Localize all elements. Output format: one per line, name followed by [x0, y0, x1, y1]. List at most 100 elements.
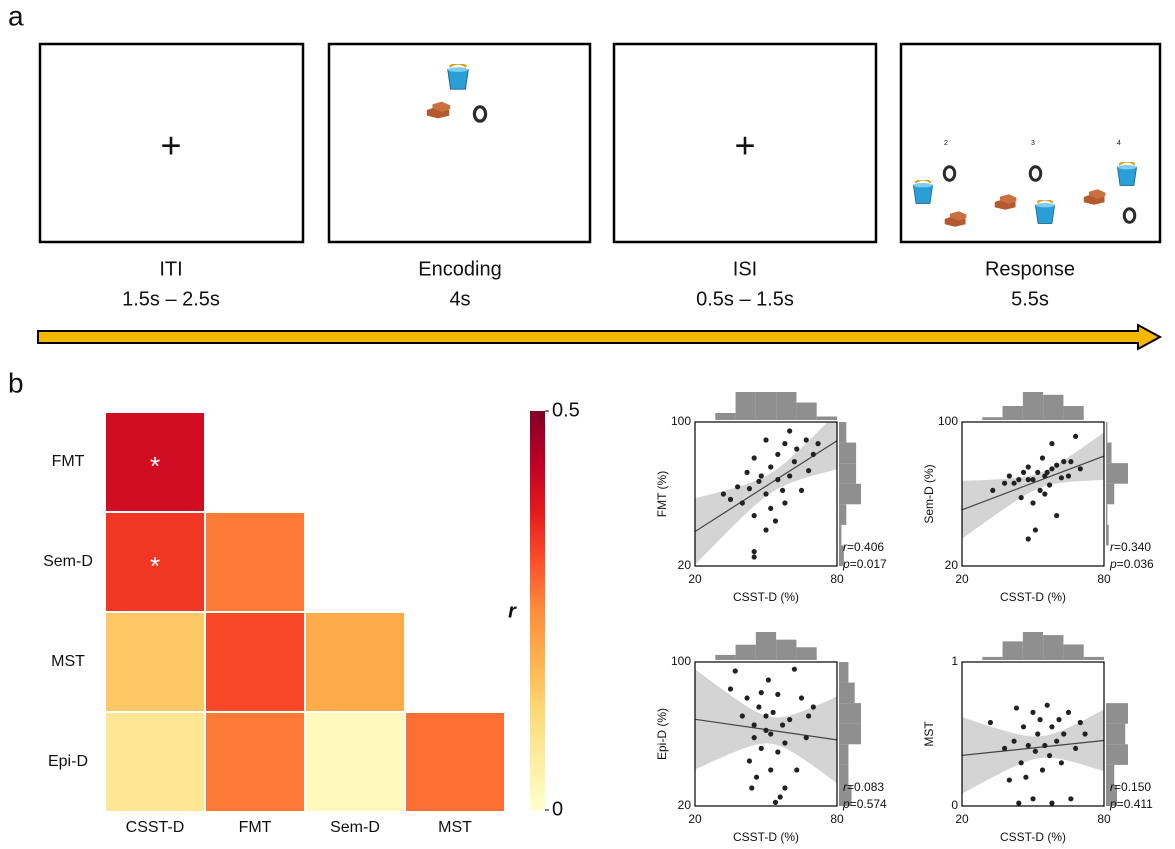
data-point — [1049, 466, 1054, 471]
data-point — [1023, 775, 1028, 780]
data-point — [1033, 749, 1038, 754]
marginal-histogram-bar — [1106, 484, 1114, 505]
data-point — [1040, 455, 1045, 460]
row-label: FMT — [52, 453, 85, 470]
data-point — [1068, 459, 1073, 464]
marginal-histogram-bar — [839, 683, 855, 704]
scatter-plot: 208020100CSST-D (%)Sem-D (%)r=0.340p=0.0… — [922, 392, 1154, 604]
data-point — [1030, 500, 1035, 505]
stat-label: r=0.340 — [1110, 540, 1151, 554]
data-point — [763, 527, 768, 532]
data-point — [1047, 482, 1052, 487]
data-point — [1049, 724, 1054, 729]
data-point — [1026, 536, 1031, 541]
data-point — [1002, 746, 1007, 751]
data-point — [1019, 495, 1024, 500]
data-point — [1033, 527, 1038, 532]
option-number: 4 — [1117, 140, 1121, 147]
marginal-histogram-bar — [1043, 635, 1063, 660]
y-tick-label: 0 — [951, 798, 958, 812]
stat-label: p=0.574 — [842, 797, 887, 811]
marginal-histogram-bar — [736, 392, 756, 420]
y-axis-label: MST — [922, 721, 936, 747]
data-point — [768, 767, 773, 772]
heatmap-cell — [405, 712, 505, 812]
y-tick-label: 20 — [678, 798, 692, 812]
data-point — [1011, 481, 1016, 486]
row-label: Epi-D — [48, 753, 88, 770]
stat-label: r=0.150 — [1110, 780, 1151, 794]
column-label: FMT — [239, 819, 272, 836]
marginal-histogram-bar — [839, 724, 861, 745]
y-axis-label: Epi-D (%) — [655, 708, 669, 760]
marginal-histogram-bar — [1106, 504, 1107, 525]
data-point — [804, 437, 809, 442]
data-point — [794, 446, 799, 451]
heatmap-cell — [205, 612, 305, 712]
data-point — [1030, 477, 1035, 482]
data-point — [780, 722, 785, 727]
data-point — [752, 554, 757, 559]
data-point — [740, 713, 745, 718]
panel-label: b — [8, 367, 24, 398]
data-point — [806, 713, 811, 718]
marginal-histogram-bar — [1084, 657, 1104, 660]
colorbar — [530, 411, 545, 810]
data-point — [1049, 441, 1054, 446]
heatmap-cell — [105, 712, 205, 812]
data-point — [1019, 760, 1024, 765]
data-point — [792, 667, 797, 672]
column-label: MST — [438, 819, 472, 836]
data-point — [1007, 473, 1012, 478]
heatmap-cell — [305, 612, 405, 712]
confidence-band — [962, 432, 1104, 538]
data-point — [792, 459, 797, 464]
panel-label: a — [8, 0, 24, 31]
x-tick-label: 80 — [1097, 812, 1111, 826]
data-point — [1082, 731, 1087, 736]
screen-name: ISI — [733, 258, 757, 280]
x-tick-label: 20 — [955, 572, 969, 586]
screen-duration: 5.5s — [1011, 288, 1049, 310]
row-label: Sem-D — [43, 553, 93, 570]
data-point — [1078, 720, 1083, 725]
data-point — [763, 437, 768, 442]
screen-name: Encoding — [418, 258, 501, 280]
data-point — [728, 686, 733, 691]
screen-duration: 0.5s – 1.5s — [696, 288, 794, 310]
data-point — [782, 441, 787, 446]
data-point — [768, 464, 773, 469]
marginal-histogram-bar — [1023, 632, 1043, 660]
data-point — [990, 488, 995, 493]
y-tick-label: 20 — [945, 558, 959, 572]
data-point — [763, 728, 768, 733]
heatmap-cell — [205, 512, 305, 612]
stat-value: =0.406 — [847, 540, 884, 554]
marginal-histogram-bar — [756, 632, 776, 660]
stat-value: =0.083 — [847, 780, 884, 794]
data-point — [1016, 801, 1021, 806]
y-axis-label: FMT (%) — [655, 471, 669, 517]
data-point — [799, 488, 804, 493]
heatmap-cell — [105, 612, 205, 712]
data-point — [1040, 767, 1045, 772]
data-point — [747, 486, 752, 491]
data-point — [811, 452, 816, 457]
data-point — [740, 500, 745, 505]
data-point — [775, 452, 780, 457]
scatter-plot: 208020100CSST-D (%)Epi-D (%)r=0.083p=0.5… — [655, 632, 887, 844]
stat-value: =0.574 — [850, 797, 887, 811]
data-point — [806, 468, 811, 473]
stat-value: =0.340 — [1114, 540, 1151, 554]
marginal-histogram-bar — [1106, 443, 1112, 464]
data-point — [756, 479, 761, 484]
data-point — [775, 692, 780, 697]
data-point — [752, 549, 757, 554]
colorbar-label: r — [508, 600, 517, 622]
x-tick-label: 20 — [688, 812, 702, 826]
significance-star: * — [150, 551, 160, 581]
data-point — [733, 668, 738, 673]
x-axis-label: CSST-D (%) — [1000, 590, 1066, 604]
